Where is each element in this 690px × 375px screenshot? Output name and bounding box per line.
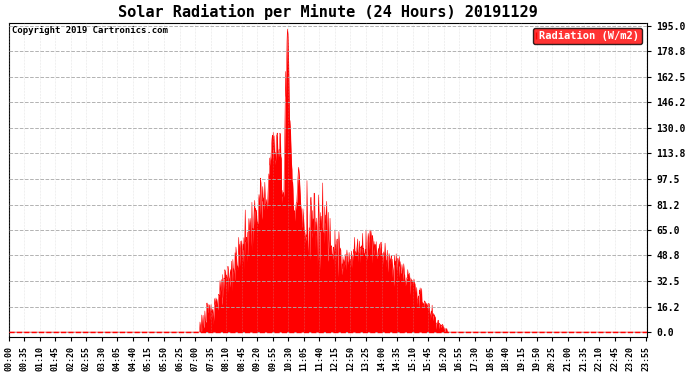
Legend: Radiation (W/m2): Radiation (W/m2) [533, 28, 642, 44]
Text: Copyright 2019 Cartronics.com: Copyright 2019 Cartronics.com [12, 26, 168, 35]
Title: Solar Radiation per Minute (24 Hours) 20191129: Solar Radiation per Minute (24 Hours) 20… [118, 4, 538, 20]
